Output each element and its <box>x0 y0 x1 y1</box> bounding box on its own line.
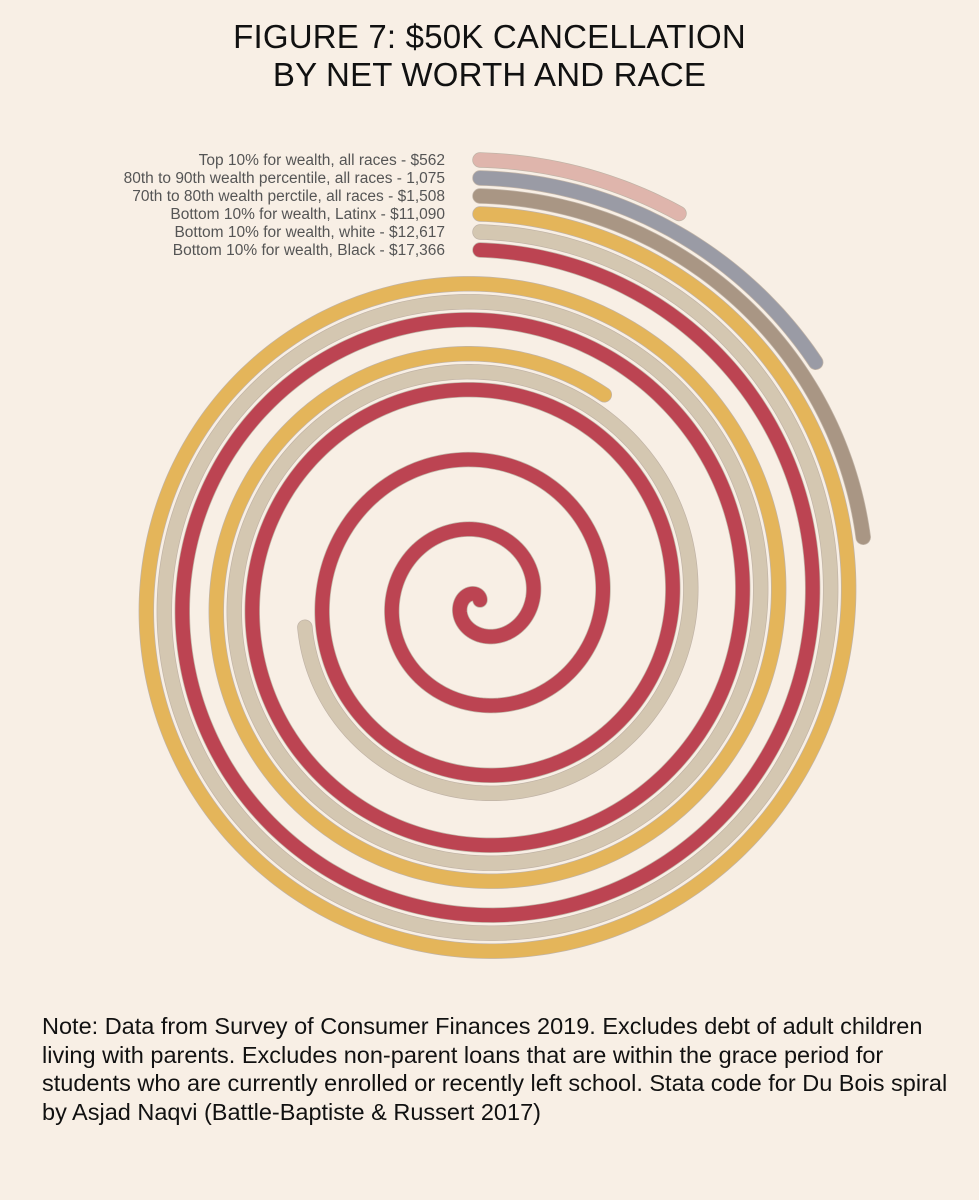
chart-title-line-2: BY NET WORTH AND RACE <box>272 56 707 93</box>
chart-title-line-1: FIGURE 7: $50K CANCELLATION <box>233 18 746 55</box>
spiral-arc-5 <box>175 243 820 923</box>
footnote: Note: Data from Survey of Consumer Finan… <box>42 1013 948 1125</box>
spiral-chart: Top 10% for wealth, all races - $56280th… <box>124 152 871 959</box>
spiral-arc-0 <box>473 153 686 221</box>
spiral-arc-2 <box>473 189 871 545</box>
spiral-label-2: 70th to 80th wealth perctile, all races … <box>132 188 445 205</box>
spiral-arc-1 <box>473 171 823 370</box>
spiral-arcs <box>138 152 871 959</box>
chart-title: FIGURE 7: $50K CANCELLATION BY NET WORTH… <box>0 18 979 94</box>
spiral-label-1: 80th to 90th wealth percentile, all race… <box>124 170 445 187</box>
spiral-arc-4 <box>157 225 838 941</box>
spiral-arc-3 <box>139 207 856 959</box>
spiral-labels: Top 10% for wealth, all races - $56280th… <box>124 152 446 259</box>
spiral-label-5: Bottom 10% for wealth, Black - $17,366 <box>173 242 445 259</box>
spiral-label-3: Bottom 10% for wealth, Latinx - $11,090 <box>170 206 445 223</box>
spiral-label-0: Top 10% for wealth, all races - $562 <box>199 152 445 169</box>
spiral-label-4: Bottom 10% for wealth, white - $12,617 <box>174 224 445 241</box>
